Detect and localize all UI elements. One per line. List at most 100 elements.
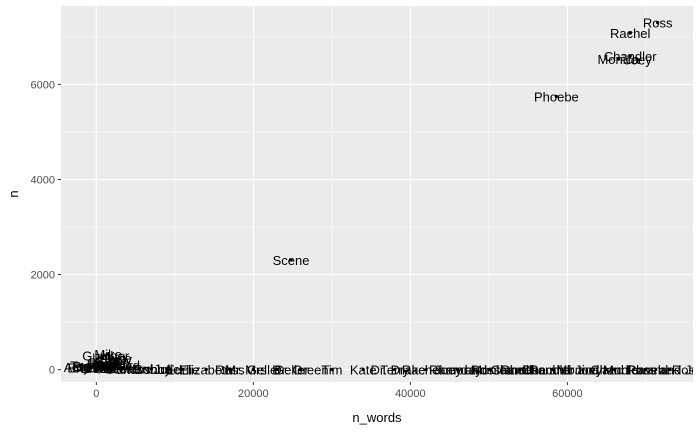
data-point [330,367,334,372]
point-label: Janice [94,351,132,366]
point-label: Erica [67,361,97,376]
data-point [656,21,660,25]
point-label: Jack [93,358,120,373]
plot-panel [61,6,693,382]
point-label: Monica and Phoebe [557,363,673,378]
point-label: Mr. Geller [225,362,282,377]
x-axis-title: n_words [352,410,402,425]
data-point [115,363,120,367]
y-tick-label: 4000 [31,175,55,187]
data-point [644,367,648,372]
point-label: Joey and Chandler [434,363,544,378]
data-point [455,367,460,372]
point-label: Paul [86,360,112,375]
data-point [165,367,169,371]
point-label: Amy [64,360,91,375]
point-label: Scene [273,253,310,268]
point-label: Elizabeth [180,362,233,377]
point-label: Ross and Joey [626,363,700,378]
data-point [111,356,115,360]
point-label: Carol [95,354,126,369]
data-point [361,367,365,372]
point-label: Charlie [72,360,113,375]
point-label: Phoebe [534,89,579,104]
point-label: Chandler [604,49,657,64]
point-label: Dr. Green [272,362,328,377]
point-label: Gunther [82,348,130,363]
data-point [137,367,142,371]
data-point [75,365,79,369]
point-label: Kathy [92,358,126,373]
data-point [636,58,640,62]
data-point [109,361,113,366]
data-point [204,367,208,371]
data-point [86,364,91,368]
point-label: Chandler and Ross [590,363,700,378]
point-label: Russ [215,362,245,377]
point-label: Fun Bobby [108,362,171,377]
data-point [104,353,108,357]
point-label: Pete [110,361,137,376]
data-point [616,57,621,61]
point-label: Tag [70,359,91,374]
data-point [487,367,491,372]
point-label: Mrs. Geller [245,362,309,377]
point-label: Mike [94,347,121,362]
point-label: Ross and Rachel [471,363,570,378]
point-label: Joshua [130,362,173,377]
point-label: Richard [95,358,140,373]
data-point [149,367,153,371]
point-label: Dr. Drake Ramoray [370,363,482,378]
point-label: Estelle [100,361,139,376]
data-point [104,363,109,367]
point-label: Kate [350,363,377,378]
point-label: Emily [100,352,132,367]
point-label: Mona [93,359,126,374]
data-point [628,54,632,58]
data-point [424,367,428,372]
point-label: Rachel and Monica [402,363,514,378]
point-label: Leonard [105,362,153,377]
point-label: Judy [91,357,119,372]
point-label: Joey [624,53,652,68]
point-label: Terry [380,363,409,378]
x-tick-label: 60000 [552,388,583,400]
x-axis-ticks: 0 20000 40000 60000 [93,382,583,400]
data-point [275,367,279,372]
data-point [518,367,522,372]
data-point [118,366,122,370]
point-label: Chandler and Monica [521,363,645,378]
x-tick-label: 20000 [238,388,269,400]
data-points [75,21,672,372]
y-tick-label: 6000 [31,79,55,91]
point-label: Susan [93,356,130,371]
point-label: Ursula [79,361,117,376]
point-label: Phoebe and Joey [501,363,603,378]
point-label: Tim [321,363,342,378]
data-point [581,367,585,372]
data-point [90,365,95,369]
y-axis-title: n [6,190,21,197]
data-point [114,357,118,361]
data-point [108,359,113,363]
y-tick-label: 0 [49,365,55,377]
point-label: Ben [89,356,112,371]
point-label: Ross [643,16,673,31]
data-point [393,367,397,372]
data-point [228,367,232,372]
data-point [122,366,126,371]
x-tick-label: 0 [93,388,99,400]
data-point [108,364,112,368]
data-point [251,367,255,372]
point-label: Frank [87,357,121,372]
data-point [612,367,617,372]
point-label: Julie [154,362,181,377]
data-point [96,366,100,370]
data-point [101,362,105,367]
point-label: Eddie [166,362,199,377]
data-point [667,367,672,372]
y-tick-label: 2000 [31,270,55,282]
data-point [554,94,558,98]
